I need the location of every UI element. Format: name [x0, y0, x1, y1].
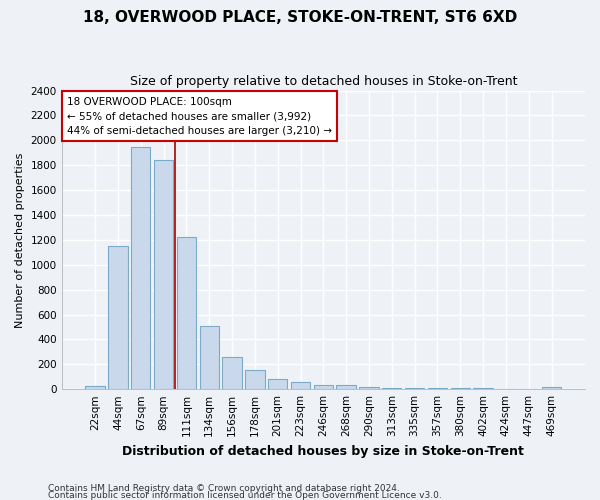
Text: 18 OVERWOOD PLACE: 100sqm
← 55% of detached houses are smaller (3,992)
44% of se: 18 OVERWOOD PLACE: 100sqm ← 55% of detac…: [67, 96, 332, 136]
Text: Contains public sector information licensed under the Open Government Licence v3: Contains public sector information licen…: [48, 491, 442, 500]
Bar: [428, 388, 447, 389]
Bar: [223, 357, 242, 389]
Bar: [131, 146, 151, 389]
X-axis label: Distribution of detached houses by size in Stoke-on-Trent: Distribution of detached houses by size …: [122, 444, 524, 458]
Bar: [177, 238, 196, 389]
Bar: [451, 388, 470, 389]
Y-axis label: Number of detached properties: Number of detached properties: [15, 152, 25, 328]
Bar: [496, 388, 515, 389]
Bar: [337, 385, 356, 389]
Bar: [291, 382, 310, 389]
Bar: [359, 386, 379, 389]
Bar: [245, 370, 265, 389]
Bar: [473, 388, 493, 389]
Text: 18, OVERWOOD PLACE, STOKE-ON-TRENT, ST6 6XD: 18, OVERWOOD PLACE, STOKE-ON-TRENT, ST6 …: [83, 10, 517, 25]
Bar: [405, 388, 424, 389]
Bar: [154, 160, 173, 389]
Bar: [200, 326, 219, 389]
Bar: [519, 388, 538, 389]
Bar: [108, 246, 128, 389]
Bar: [314, 385, 333, 389]
Bar: [268, 379, 287, 389]
Bar: [85, 386, 105, 389]
Text: Contains HM Land Registry data © Crown copyright and database right 2024.: Contains HM Land Registry data © Crown c…: [48, 484, 400, 493]
Title: Size of property relative to detached houses in Stoke-on-Trent: Size of property relative to detached ho…: [130, 75, 517, 88]
Bar: [382, 388, 401, 389]
Bar: [542, 386, 561, 389]
